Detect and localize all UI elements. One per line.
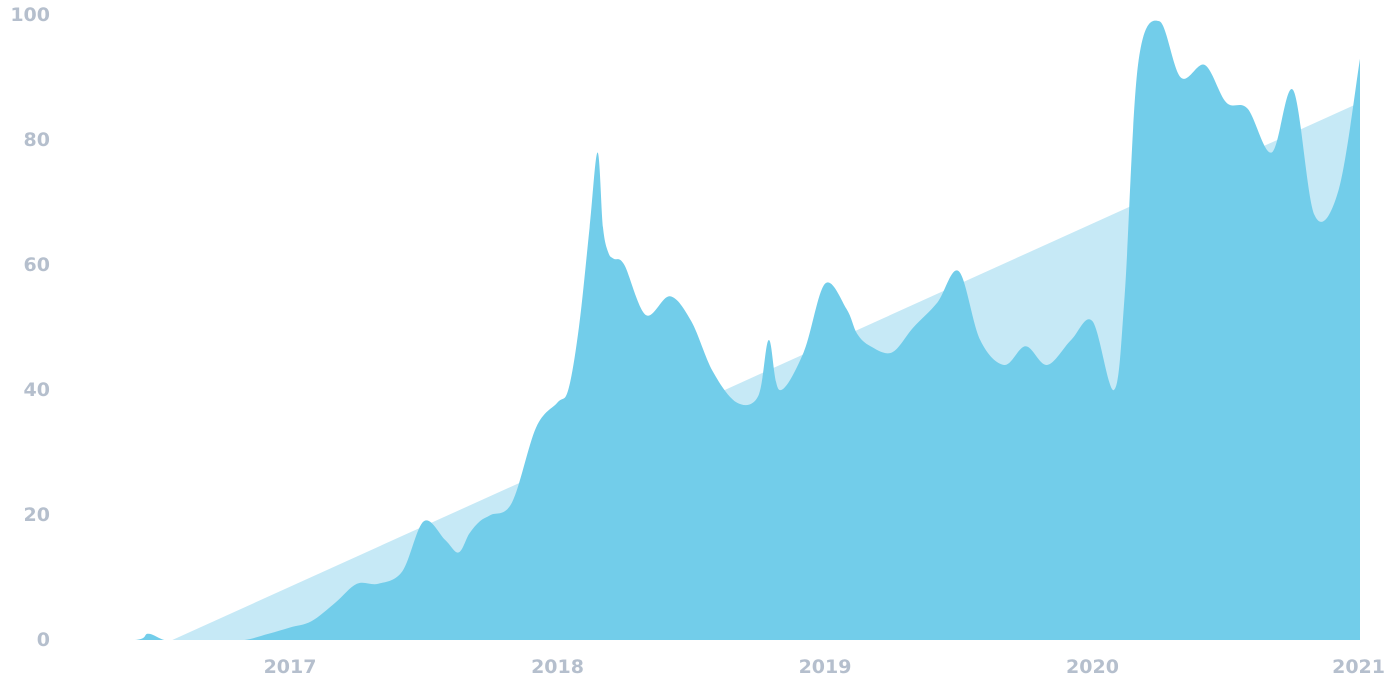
x-tick-label: 2019 <box>799 656 852 678</box>
x-tick-label: 2020 <box>1066 656 1119 678</box>
values-area <box>68 20 1360 641</box>
y-tick-label: 60 <box>24 254 50 276</box>
y-axis: 0 20 40 60 80 100 <box>10 4 50 651</box>
y-tick-label: 100 <box>10 4 50 26</box>
y-tick-label: 20 <box>24 504 50 526</box>
y-tick-label: 40 <box>24 379 50 401</box>
x-tick-label: 2017 <box>264 656 317 678</box>
series-layer <box>68 20 1360 641</box>
y-tick-label: 80 <box>24 129 50 151</box>
x-tick-label: 2018 <box>531 656 584 678</box>
x-axis: 2017 2018 2019 2020 2021 <box>264 656 1385 678</box>
y-tick-label: 0 <box>37 629 50 651</box>
x-tick-label: 2021 <box>1332 656 1385 678</box>
